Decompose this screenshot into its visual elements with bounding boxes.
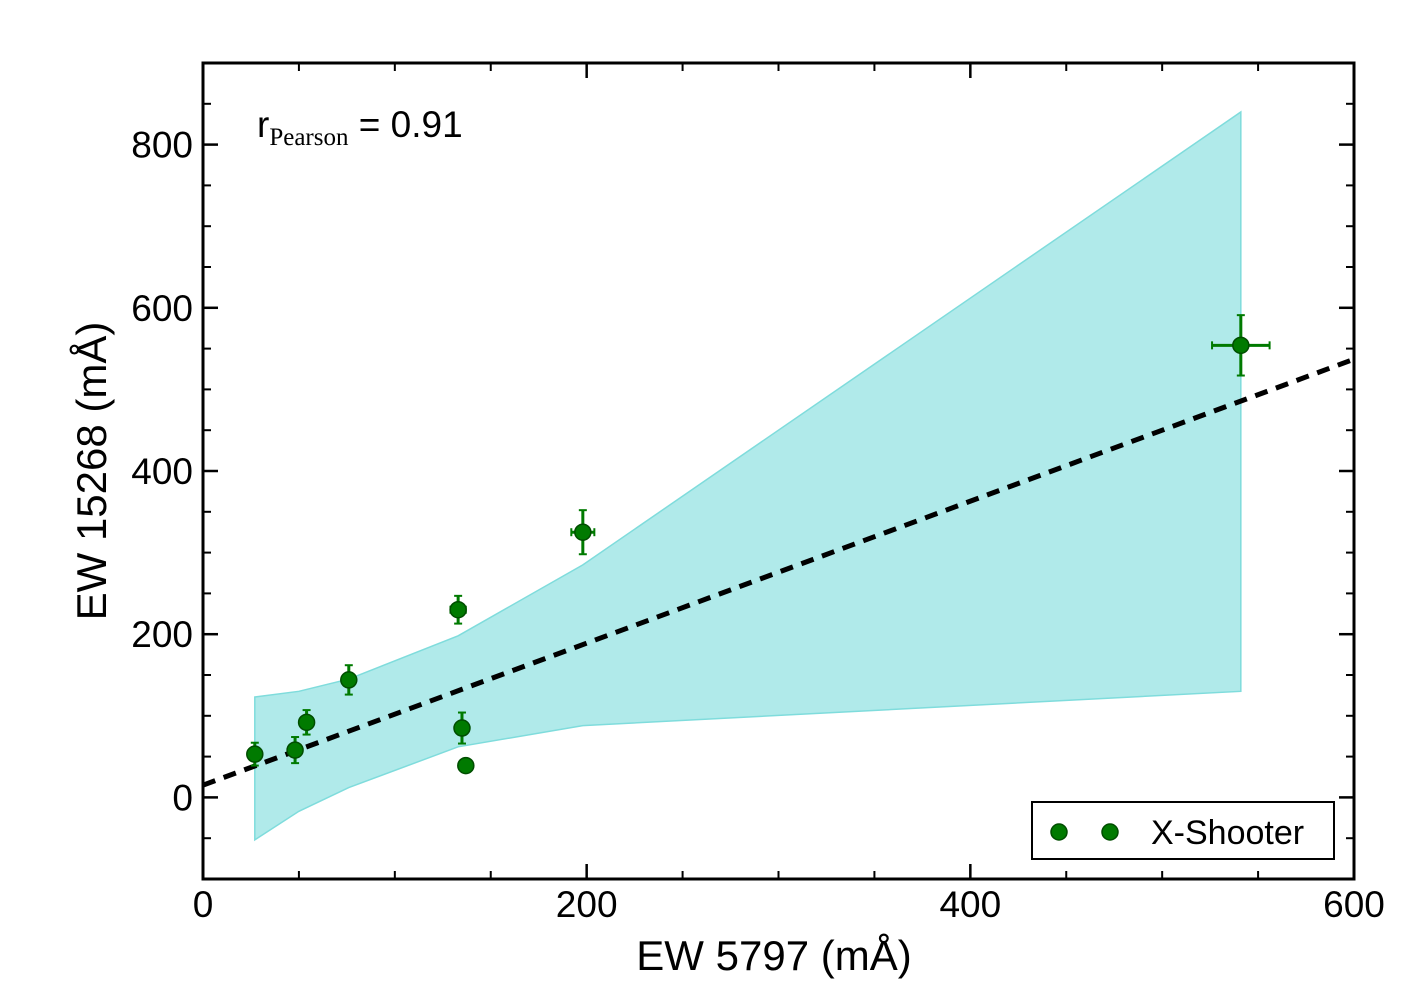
fit-line-layer bbox=[202, 356, 1355, 788]
confidence-band bbox=[254, 110, 1242, 842]
fit-line bbox=[202, 356, 1355, 788]
data-point bbox=[449, 594, 467, 625]
pearson-annotation: rPearson = 0.91 bbox=[257, 104, 463, 151]
legend: X-Shooter bbox=[1031, 801, 1335, 860]
data-point-marker bbox=[449, 600, 467, 619]
y-axis-label: EW 15268 (mÅ) bbox=[68, 322, 115, 621]
data-point-marker bbox=[457, 756, 475, 775]
y-tick-label: 600 bbox=[131, 288, 193, 329]
legend-label: X-Shooter bbox=[1151, 814, 1304, 852]
x-tick-label: 0 bbox=[193, 884, 214, 925]
x-tick-label: 200 bbox=[556, 884, 618, 925]
y-tick-label: 400 bbox=[131, 451, 193, 492]
y-tick-label: 0 bbox=[172, 777, 193, 818]
pearson-r: r bbox=[257, 104, 269, 145]
data-point-marker bbox=[286, 741, 304, 759]
data-point bbox=[453, 711, 471, 745]
legend-box bbox=[1031, 801, 1335, 860]
pearson-value: = 0.91 bbox=[348, 104, 462, 145]
data-point bbox=[340, 664, 358, 696]
data-point-marker bbox=[1232, 336, 1250, 355]
y-tick-label: 200 bbox=[131, 614, 193, 655]
tick-labels: 0 200 400 600 0 200 400 600 800 bbox=[131, 125, 1385, 925]
data-point-marker bbox=[297, 713, 316, 732]
data-point bbox=[570, 509, 596, 556]
axis-ticks bbox=[201, 62, 1356, 879]
legend-marker bbox=[1050, 823, 1068, 841]
x-tick-label: 400 bbox=[939, 884, 1001, 925]
data-points-layer bbox=[246, 314, 1271, 775]
data-point-marker bbox=[574, 523, 592, 541]
x-tick-label: 600 bbox=[1323, 884, 1385, 925]
data-point-marker bbox=[453, 719, 471, 737]
pearson-subscript: Pearson bbox=[269, 124, 349, 151]
y-tick-label: 800 bbox=[131, 125, 193, 166]
x-axis-label: EW 5797 (mÅ) bbox=[636, 932, 911, 979]
legend-marker bbox=[1101, 823, 1119, 841]
data-point bbox=[1211, 314, 1271, 377]
data-point-marker bbox=[246, 745, 264, 763]
confidence-band-layer bbox=[254, 110, 1242, 842]
data-point-marker bbox=[340, 671, 358, 689]
data-point bbox=[297, 709, 316, 736]
data-point bbox=[286, 736, 304, 765]
data-point bbox=[457, 756, 475, 775]
data-point bbox=[246, 741, 264, 767]
